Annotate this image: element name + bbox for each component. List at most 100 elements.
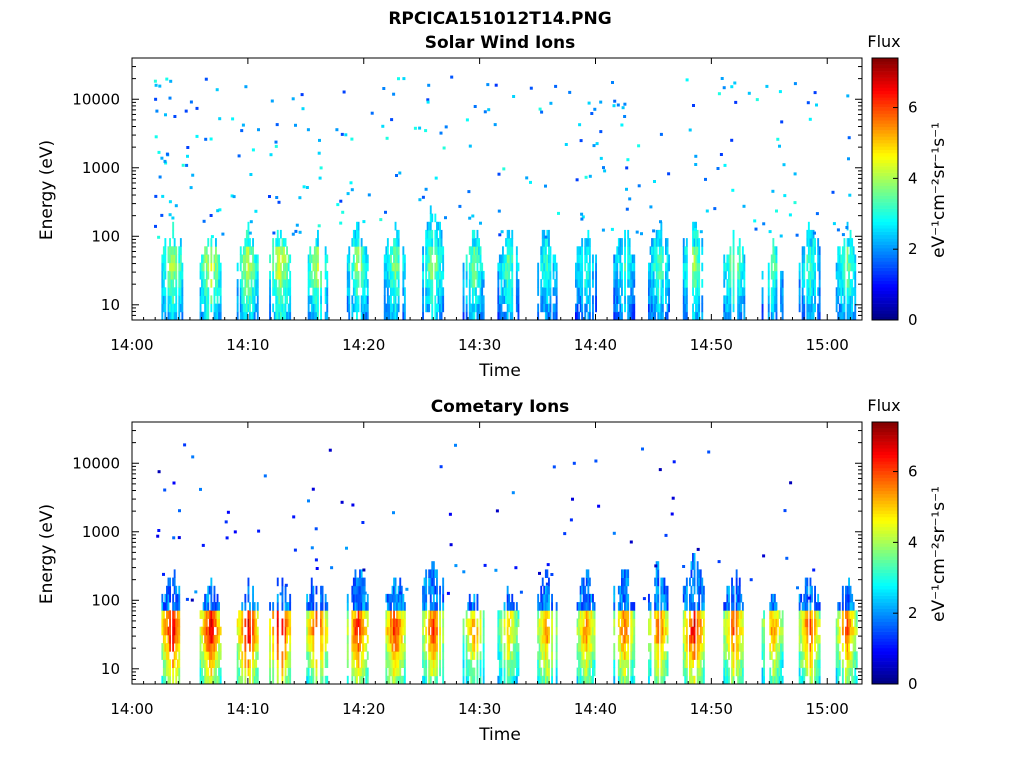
panel-2-colorbar-strip: [872, 438, 898, 442]
panel-1-burst-6-cell: [362, 303, 365, 313]
panel-2-burst-11-cell: [537, 618, 540, 628]
panel-1-burst-11-cell: [552, 303, 555, 313]
panel-1-burst-3-cell: [242, 262, 245, 272]
panel-1-speck: [189, 100, 193, 104]
panel-2-burst-6-cell: [352, 585, 355, 595]
panel-2-burst-12-cell: [581, 585, 584, 595]
panel-2-burst-9-cell: [471, 675, 474, 685]
panel-2-burst-17-cell: [778, 651, 781, 660]
panel-2-burst-6-cell: [362, 577, 365, 587]
panel-1-speck: [305, 186, 309, 189]
panel-2-ylabel: Energy (eV): [37, 504, 57, 604]
panel-2-burst-17-cell: [780, 667, 782, 677]
panel-2-burst-19-cell: [846, 626, 849, 636]
panel-2-burst-12-cell: [584, 675, 587, 685]
panel-2-burst-10-cell: [511, 659, 514, 668]
panel-2-burst-7-cell: [391, 585, 394, 595]
panel-1-burst-14-cell: [658, 229, 661, 239]
panel-1-burst-3-cell: [245, 295, 248, 304]
panel-1-speck: [154, 224, 157, 228]
panel-2-burst-10-cell: [500, 651, 503, 660]
panel-2-burst-19-cell: [849, 585, 852, 595]
panel-1-burst-5-cell: [309, 262, 312, 272]
panel-2-burst-6-cell: [365, 602, 368, 611]
panel-1-burst-10-cell: [505, 279, 507, 288]
panel-2-burst-19-cell: [846, 602, 849, 611]
panel-2-burst-14-cell: [663, 667, 666, 677]
panel-2-burst-15-cell: [696, 585, 699, 595]
panel-1-burst-15-cell: [693, 229, 696, 239]
panel-2-burst-5-cell: [326, 602, 329, 611]
panel-1-burst-13-cell: [624, 287, 626, 296]
panel-2-burst-14-cell: [661, 651, 664, 660]
panel-1-burst-16-cell: [738, 287, 741, 296]
panel-1-burst-1-cell: [161, 303, 164, 313]
panel-1-burst-14-cell: [668, 262, 670, 272]
panel-1-burst-10-cell: [505, 287, 507, 296]
panel-2-burst-1-cell: [164, 634, 167, 644]
panel-1-burst-11-cell: [541, 295, 544, 304]
panel-1-burst-5-cell: [315, 254, 318, 264]
panel-1-speck: [788, 213, 792, 217]
panel-1-burst-7-cell: [383, 262, 386, 272]
panel-2-burst-1-cell: [172, 577, 175, 587]
panel-2-xlabel: Time: [478, 725, 521, 745]
panel-2-burst-11-cell: [551, 618, 553, 628]
panel-1-burst-8-cell: [426, 279, 429, 288]
panel-1-burst-15-cell: [701, 311, 704, 321]
panel-2-burst-7-cell: [386, 651, 389, 660]
panel-2-burst-15-cell: [685, 659, 688, 668]
panel-1-burst-8-cell: [422, 279, 424, 288]
panel-1-burst-7-cell: [386, 287, 389, 296]
panel-2-burst-8-cell: [442, 675, 445, 685]
panel-1-burst-6-cell: [346, 295, 349, 304]
panel-2-burst-11-cell: [548, 659, 550, 668]
panel-1-burst-2-cell: [199, 287, 202, 296]
panel-2-burst-11-cell: [544, 618, 547, 628]
panel-2-burst-19-cell: [852, 675, 855, 685]
panel-2-burst-6-cell: [354, 585, 357, 595]
panel-2-burst-4-cell: [289, 593, 292, 603]
panel-2-burst-5-cell: [315, 585, 318, 595]
panel-2-speck: [263, 474, 267, 478]
panel-2-burst-16-cell: [731, 659, 733, 668]
panel-1-burst-6-cell: [362, 254, 365, 264]
panel-2-burst-12-cell: [587, 659, 590, 668]
panel-1-speck: [398, 171, 402, 175]
panel-2-burst-13-cell: [621, 675, 623, 685]
panel-2-burst-11-cell: [546, 610, 549, 619]
panel-2-burst-8-cell: [428, 634, 431, 644]
panel-1-burst-13-cell: [631, 311, 634, 321]
panel-2-burst-1-cell: [172, 593, 175, 603]
panel-2-burst-9-cell: [473, 675, 476, 685]
panel-2-burst-6-cell: [354, 577, 357, 587]
panel-1-burst-12-cell: [595, 270, 597, 280]
panel-2-burst-6-cell: [362, 626, 365, 636]
panel-1-burst-6-cell: [354, 229, 357, 239]
panel-1-burst-6-cell: [362, 287, 365, 296]
panel-2-burst-16-cell: [723, 675, 726, 685]
panel-1-burst-1-cell: [178, 270, 181, 280]
panel-1-burst-12-cell: [575, 262, 577, 272]
panel-2-burst-9-cell: [465, 659, 468, 668]
panel-1-burst-7-cell: [394, 270, 397, 280]
panel-2-burst-18-cell: [800, 610, 803, 619]
panel-1-burst-5-cell: [315, 262, 318, 272]
panel-2-burst-13-cell: [624, 610, 626, 619]
panel-2-speck: [311, 487, 315, 491]
panel-2-burst-4-cell: [284, 626, 287, 636]
panel-1-burst-6-cell: [360, 295, 363, 304]
panel-2-burst-14-cell: [666, 602, 669, 611]
panel-2-burst-11-cell: [546, 659, 549, 668]
panel-1-burst-15-cell: [696, 246, 699, 255]
panel-1-burst-5-cell: [313, 287, 316, 296]
panel-1-speck: [587, 101, 591, 105]
panel-1-colorbar-strip: [872, 175, 898, 180]
panel-1-burst-10-cell: [505, 254, 507, 264]
panel-2-burst-13-cell: [633, 610, 636, 619]
panel-1-burst-7-cell: [396, 270, 399, 280]
panel-1-burst-11-cell: [541, 254, 544, 264]
panel-1-colorbar-strip: [872, 113, 898, 118]
panel-2-burst-15-cell: [702, 602, 705, 611]
panel-2-burst-6-cell: [360, 626, 363, 636]
